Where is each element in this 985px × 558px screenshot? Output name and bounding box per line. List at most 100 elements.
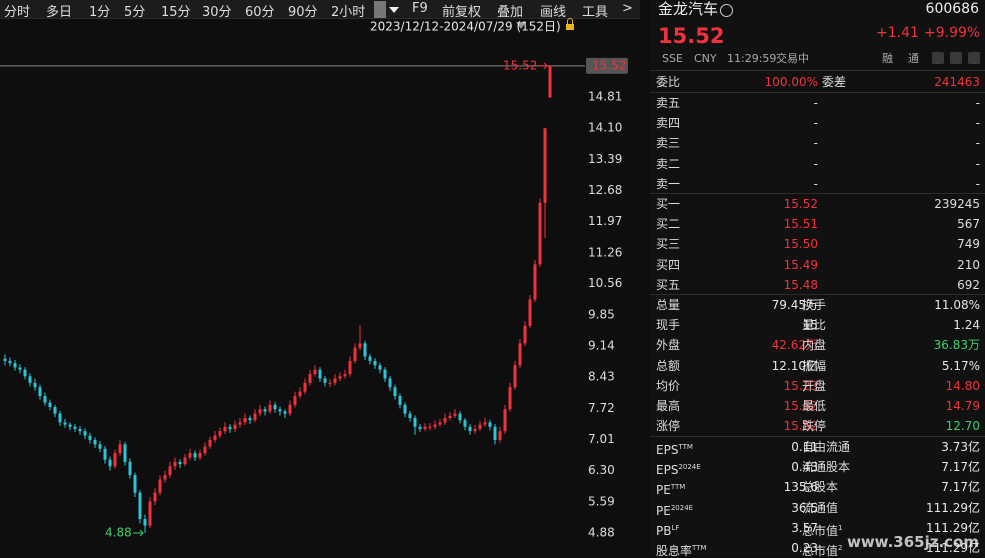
candle-body	[378, 365, 382, 370]
row-value: 111.29亿	[926, 520, 980, 535]
info-icon[interactable]	[720, 4, 733, 17]
toolbar-button[interactable]: 叠加	[497, 5, 524, 20]
candle-body	[498, 431, 502, 440]
superscript: TTM	[692, 544, 707, 552]
candle-body	[333, 378, 337, 383]
superscript: LF	[671, 523, 680, 532]
stock-name: 金龙汽车	[658, 0, 719, 18]
meta: 交易中	[776, 52, 809, 65]
candle-body	[103, 448, 107, 460]
candle-body	[323, 378, 327, 383]
toolbar-button[interactable]: 1分	[89, 5, 111, 20]
candle-body	[518, 343, 522, 366]
candle-body	[468, 426, 472, 432]
row-value: 36.83万	[933, 338, 980, 353]
tag: 通	[908, 52, 919, 65]
toolbar-button[interactable]: >	[622, 1, 633, 16]
candle-body	[238, 422, 242, 425]
candle-body	[428, 426, 432, 428]
candle-body	[328, 382, 332, 384]
toolbar-button[interactable]: 90分	[288, 5, 318, 20]
candle-body	[183, 457, 187, 465]
book-volume: -	[975, 96, 980, 110]
book-volume: 567	[957, 217, 980, 232]
row-value: 241463	[934, 75, 980, 89]
toolbar-button[interactable]: 画线	[540, 5, 567, 20]
y-tick-label: 9.85	[588, 307, 615, 321]
candle-body	[438, 422, 442, 425]
meta: SSE	[662, 52, 683, 65]
candle-body	[258, 409, 262, 414]
candle-body	[303, 382, 307, 392]
book-label: 买二	[656, 217, 681, 232]
row-label: 总额	[656, 358, 681, 373]
y-tick-label: 6.30	[588, 463, 615, 477]
candle-body	[33, 382, 37, 388]
row-value: 15.52	[783, 419, 818, 434]
toolbar-button[interactable]: 工具	[582, 5, 609, 20]
candle-body	[488, 422, 492, 427]
row-value: 0.43	[791, 460, 818, 475]
separator	[650, 193, 985, 194]
toolbar-button[interactable]: 30分	[202, 5, 232, 20]
separator	[650, 436, 985, 437]
toolbar-button[interactable]: 5分	[124, 5, 146, 20]
book-volume: -	[975, 156, 980, 171]
watermark: www.365jz.com	[846, 533, 979, 551]
row-label: PE2024E	[656, 503, 694, 518]
candle-body	[313, 369, 317, 375]
candle-body	[528, 299, 532, 326]
candle-body	[353, 347, 357, 361]
toolbar-button[interactable]: 分时	[4, 5, 31, 20]
low-arrow	[133, 529, 144, 537]
candle-body	[448, 415, 452, 419]
high-label: 15.52	[503, 58, 537, 72]
toolbar-button[interactable]: 前复权	[442, 5, 482, 20]
candle-body	[413, 418, 417, 427]
lock-icon	[566, 24, 574, 30]
book-label: 卖二	[656, 156, 681, 171]
toolbar-button[interactable]: 2小时	[331, 5, 366, 20]
icon-button[interactable]	[968, 52, 980, 64]
y-tick-label: 11.26	[588, 245, 622, 259]
candle-body	[23, 369, 27, 377]
candle-body	[58, 413, 62, 423]
candle-body	[108, 459, 112, 467]
candle-body	[338, 376, 342, 379]
superscript: 2024E	[670, 503, 694, 512]
book-price: -	[813, 116, 818, 131]
toolbar-button[interactable]: 60分	[245, 5, 275, 20]
y-tick-label: 7.01	[588, 432, 615, 446]
candle-body	[288, 404, 292, 414]
y-tick-label: 12.68	[588, 183, 622, 197]
candle-body	[118, 444, 122, 454]
candle-body	[278, 409, 282, 412]
candle-body	[8, 360, 12, 364]
toolbar-button[interactable]: 15分	[161, 5, 191, 20]
icon-button[interactable]	[932, 52, 944, 64]
candle-body	[538, 202, 542, 265]
row-value: 12.10亿	[771, 358, 818, 373]
book-volume: 210	[957, 257, 980, 272]
candle-body	[233, 424, 237, 429]
row-label: 最低	[802, 399, 827, 413]
book-price: 15.48	[783, 277, 818, 292]
candle-body	[73, 426, 77, 429]
candle-body	[283, 411, 287, 414]
icon-button[interactable]	[950, 52, 962, 64]
toolbar-button[interactable]: 多日	[46, 5, 73, 20]
row-value: 7.17亿	[941, 460, 980, 475]
row-value: 0.11	[791, 440, 818, 454]
low-label: 4.88	[105, 526, 132, 540]
dropdown-arrow[interactable]	[389, 7, 399, 13]
book-label: 卖五	[656, 96, 681, 110]
candle-body	[123, 444, 127, 462]
candle-body	[493, 426, 497, 440]
candle-body	[218, 431, 222, 436]
selected-period	[374, 1, 386, 18]
change-pct: +9.99%	[924, 25, 981, 41]
candle-body	[83, 431, 87, 436]
row-label: EPS2024E	[656, 463, 701, 478]
toolbar-button[interactable]: F9	[412, 1, 428, 16]
candle-body	[188, 453, 192, 458]
